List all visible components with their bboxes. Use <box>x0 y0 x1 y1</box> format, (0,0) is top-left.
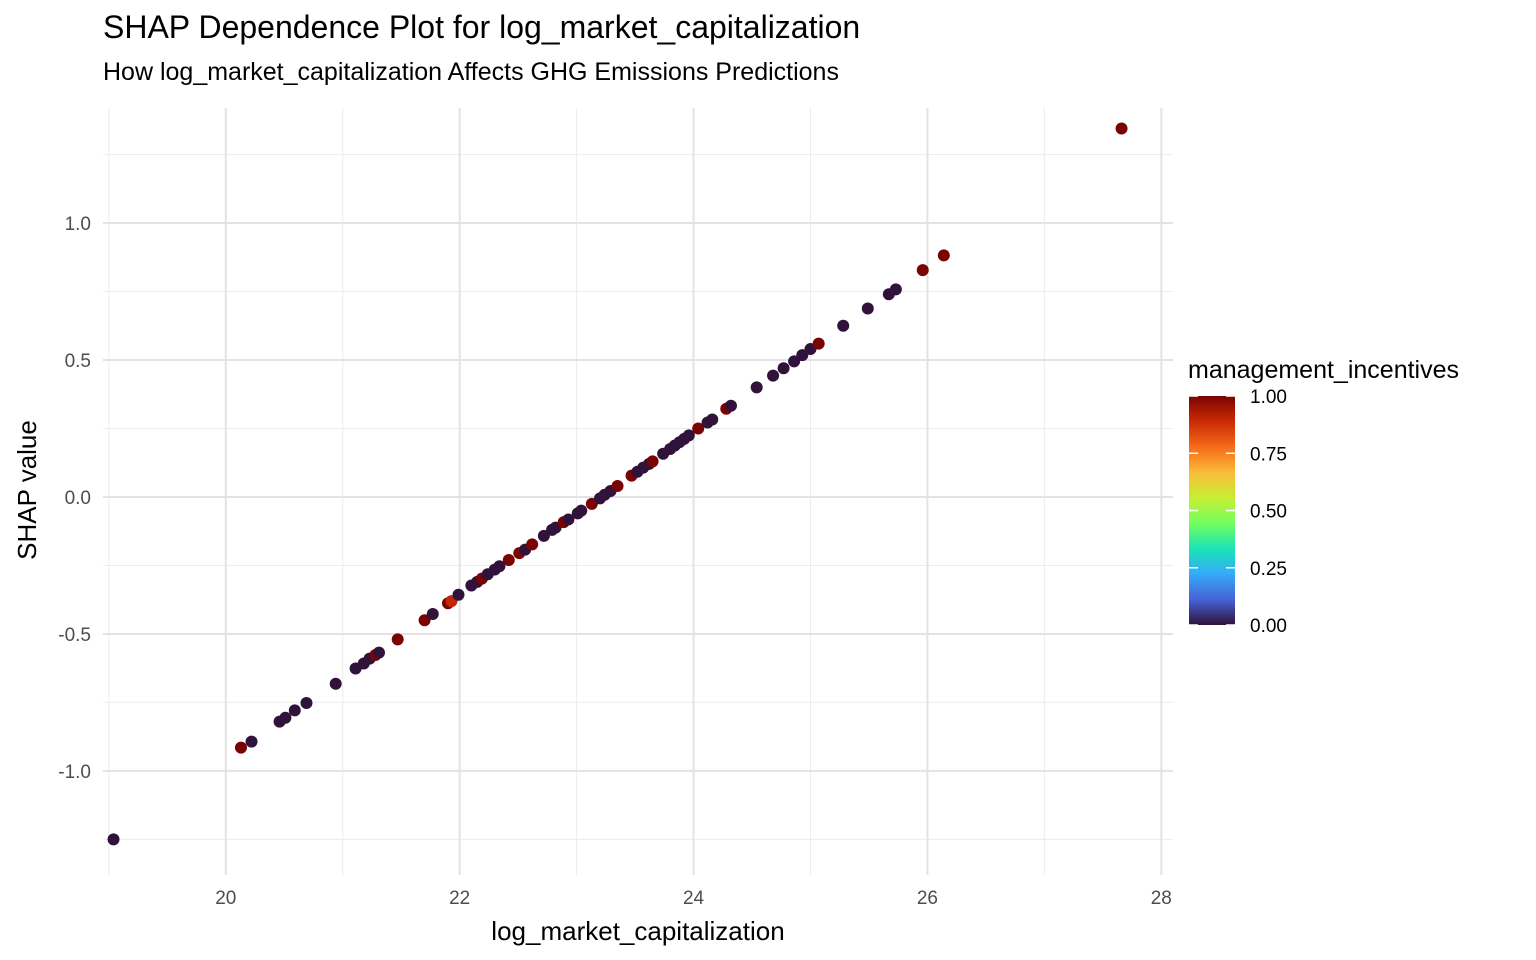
data-point <box>706 413 719 426</box>
legend-tick-label: 0.00 <box>1250 616 1287 637</box>
data-point <box>575 504 588 517</box>
y-tick-label: -1.0 <box>58 762 91 783</box>
data-point <box>288 704 301 717</box>
x-tick-label: 20 <box>215 888 236 909</box>
data-point <box>391 633 404 646</box>
data-point <box>418 614 431 627</box>
data-point <box>777 362 790 375</box>
x-tick-label: 22 <box>449 888 470 909</box>
data-point <box>646 455 659 468</box>
legend-tick-label: 0.25 <box>1250 559 1287 580</box>
color-legend: management_incentives 0.00 0.25 0.50 0.75 1.… <box>1188 356 1459 637</box>
data-point <box>724 399 737 412</box>
data-point <box>300 696 313 709</box>
legend-tick-label: 0.75 <box>1250 444 1287 465</box>
data-point <box>107 833 120 846</box>
data-point <box>611 480 624 493</box>
data-point <box>767 369 780 382</box>
y-axis-title: SHAP value <box>12 420 42 560</box>
data-point <box>426 607 439 620</box>
data-point <box>750 381 763 394</box>
data-point <box>372 646 385 659</box>
major-gridlines <box>103 108 1173 875</box>
data-point <box>837 319 850 332</box>
y-tick-label: -0.5 <box>58 625 91 646</box>
minor-gridlines <box>103 108 1173 875</box>
x-axis-title: log_market_capitalization <box>491 916 784 946</box>
legend-tick-label: 0.50 <box>1250 502 1287 523</box>
data-point <box>279 711 292 724</box>
data-point <box>1115 122 1128 135</box>
data-point <box>861 302 874 315</box>
chart-title: SHAP Dependence Plot for log_market_capi… <box>103 9 861 45</box>
legend-title: management_incentives <box>1188 356 1459 384</box>
data-point <box>493 560 506 573</box>
chart-subtitle: How log_market_capitalization Affects GH… <box>103 58 839 86</box>
data-point <box>692 422 705 435</box>
data-point <box>502 553 515 566</box>
x-axis-ticks: 20 22 24 26 28 <box>215 888 1172 909</box>
data-point <box>452 588 465 601</box>
legend-ticks: 0.00 0.25 0.50 0.75 1.00 <box>1189 387 1287 637</box>
data-point <box>526 538 539 551</box>
y-tick-label: 1.0 <box>65 214 91 235</box>
data-point <box>916 264 929 277</box>
data-point <box>796 349 809 362</box>
x-tick-label: 28 <box>1151 888 1172 909</box>
data-point <box>537 529 550 542</box>
data-point <box>937 249 950 262</box>
y-tick-label: 0.0 <box>65 488 91 509</box>
data-point <box>234 741 247 754</box>
y-axis-ticks: -1.0 -0.5 0.0 0.5 1.0 <box>58 214 91 783</box>
data-point <box>812 337 825 350</box>
data-point <box>562 513 575 526</box>
data-point <box>245 735 258 748</box>
legend-tick-label: 1.00 <box>1250 387 1287 408</box>
data-point <box>329 677 342 690</box>
data-point <box>889 283 902 296</box>
data-point <box>682 429 695 442</box>
data-point <box>788 355 801 368</box>
x-tick-label: 26 <box>917 888 938 909</box>
y-tick-label: 0.5 <box>65 351 91 372</box>
data-points <box>107 122 1128 846</box>
x-tick-label: 24 <box>683 888 705 909</box>
